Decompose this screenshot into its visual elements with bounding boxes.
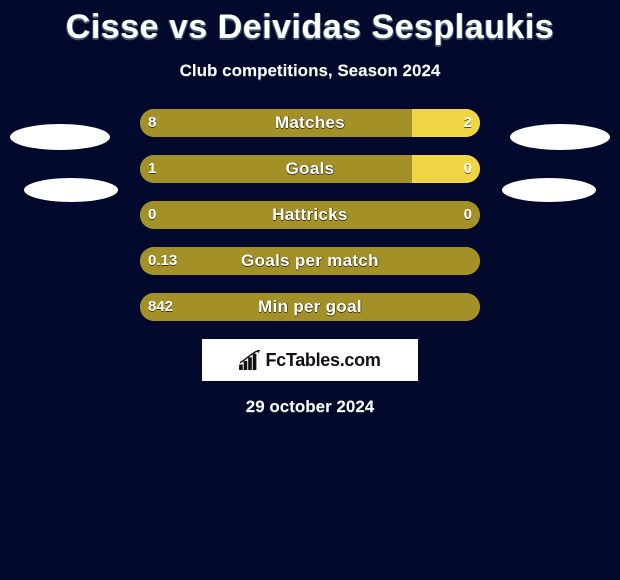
player-ellipse	[10, 124, 110, 150]
brand-box: FcTables.com	[202, 339, 418, 381]
player-ellipse	[24, 178, 118, 202]
player-ellipse	[502, 178, 596, 202]
subtitle: Club competitions, Season 2024	[0, 61, 620, 81]
stat-label: Min per goal	[140, 293, 480, 321]
stat-value-right: 0	[464, 155, 472, 183]
brand-text: FcTables.com	[265, 350, 380, 371]
stat-label: Matches	[140, 109, 480, 137]
stat-row: Min per goal842	[0, 293, 620, 321]
stat-label: Goals	[140, 155, 480, 183]
stat-label: Goals per match	[140, 247, 480, 275]
stat-bar: Min per goal842	[140, 293, 480, 321]
stat-bar: Matches8 2	[140, 109, 480, 137]
page-title: Cisse vs Deividas Sesplaukis	[0, 0, 620, 47]
stat-value-right: 0	[464, 201, 472, 229]
brand-logo-icon	[239, 350, 261, 370]
stat-value-right: 2	[464, 109, 472, 137]
stat-value-left: 0	[148, 201, 156, 229]
footer-date: 29 october 2024	[0, 397, 620, 417]
stat-value-left: 8	[148, 109, 156, 137]
stat-bar: Goals per match0.13	[140, 247, 480, 275]
player-ellipse	[510, 124, 610, 150]
stat-row: Goals per match0.13	[0, 247, 620, 275]
stat-bar: Goals1 0	[140, 155, 480, 183]
stat-value-left: 842	[148, 293, 173, 321]
stat-label: Hattricks	[140, 201, 480, 229]
stat-value-left: 0.13	[148, 247, 177, 275]
stat-bar: Hattricks0 0	[140, 201, 480, 229]
stat-value-left: 1	[148, 155, 156, 183]
stat-row: Hattricks0 0	[0, 201, 620, 229]
